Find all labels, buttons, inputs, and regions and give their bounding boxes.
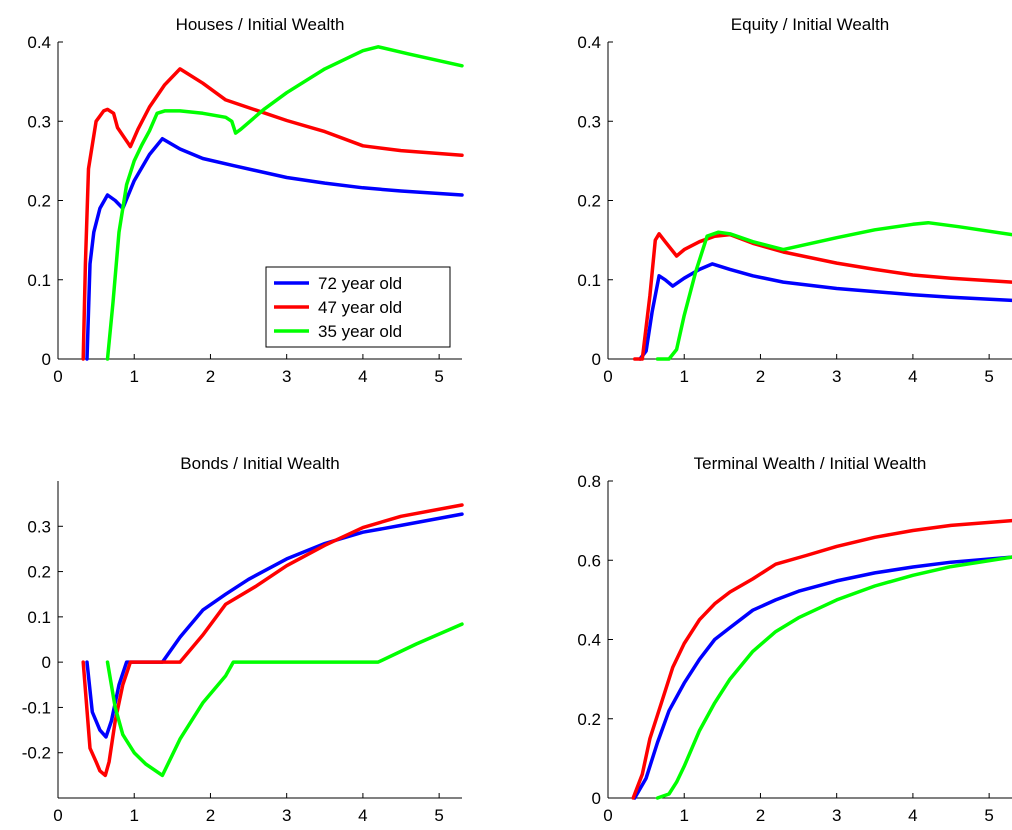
x-tick-label: 3 [282,367,291,386]
x-tick-label: 3 [832,806,841,825]
x-tick-label: 5 [434,806,443,825]
y-tick-label: -0.2 [22,744,51,763]
series-line-35-year-old [655,220,1012,361]
series-line-35-year-old [105,45,464,361]
y-tick-label: 0.3 [577,112,601,131]
series-line-35-year-old [655,555,1012,800]
x-tick-label: 0 [53,367,62,386]
x-tick-label: 5 [434,367,443,386]
x-tick-label: 0 [53,806,62,825]
series-line-47-year-old [631,518,1012,800]
y-tick-label: 0.8 [577,472,601,491]
y-tick-label: 0.2 [577,192,601,211]
x-tick-label: 4 [908,367,917,386]
chart-title: Terminal Wealth / Initial Wealth [694,454,927,473]
x-tick-label: 4 [358,367,367,386]
chart-title: Bonds / Initial Wealth [180,454,339,473]
y-tick-label: 0.4 [577,631,601,650]
x-tick-label: 2 [756,367,765,386]
series-line-35-year-old [105,622,464,778]
y-tick-label: 0.1 [577,271,601,290]
x-tick-label: 2 [206,806,215,825]
y-tick-label: 0 [592,789,601,808]
legend-label: 35 year old [318,322,402,341]
chart-panel-4: Terminal Wealth / Initial Wealth 0 1 2 3 4 5 0 0… [577,454,1012,825]
x-tick-label: 1 [129,367,138,386]
x-tick-label: 4 [908,806,917,825]
series-line-72-year-old [632,555,1012,800]
y-tick-label: 0.2 [27,192,51,211]
legend-label: 47 year old [318,298,402,317]
y-tick-label: 0.6 [577,551,601,570]
y-tick-label: 0 [592,350,601,369]
legend: 72 year old 47 year old 35 year old [265,266,451,348]
x-tick-label: 1 [129,806,138,825]
chart-title: Equity / Initial Wealth [731,15,889,34]
x-tick-label: 1 [679,367,688,386]
y-tick-label: 0.4 [577,33,601,52]
y-tick-label: 0.4 [27,33,51,52]
x-tick-label: 0 [603,806,612,825]
y-tick-label: 0.3 [27,517,51,536]
series-line-72-year-old [85,512,464,739]
x-tick-label: 3 [282,806,291,825]
series-line-47-year-old [81,67,464,361]
y-tick-label: 0.3 [27,112,51,131]
y-tick-label: 0.2 [27,563,51,582]
series-line-72-year-old [85,136,464,361]
series-line-47-year-old [81,503,464,778]
chart-panel-3: Bonds / Initial Wealth 0 1 2 3 4 5 -0.2 -0.1 0 0.1… [22,454,464,825]
y-tick-label: -0.1 [22,698,51,717]
x-tick-label: 3 [832,367,841,386]
x-tick-label: 1 [679,806,688,825]
chart-panel-1: Houses / Initial Wealth 0 1 2 3 4 5 0 0.1 0.2 0.3 0… [27,15,464,386]
y-tick-label: 0 [42,653,51,672]
y-tick-label: 0.2 [577,710,601,729]
x-tick-label: 2 [756,806,765,825]
y-tick-label: 0 [42,350,51,369]
chart-panel-2: Equity / Initial Wealth 0 1 2 3 4 5 0 0.1 0.2 0.3 0… [577,15,1012,386]
x-tick-label: 4 [358,806,367,825]
y-tick-label: 0.1 [27,608,51,627]
series-line-72-year-old [638,262,1012,361]
x-tick-label: 5 [984,806,993,825]
x-tick-label: 2 [206,367,215,386]
chart-title: Houses / Initial Wealth [176,15,345,34]
x-tick-label: 0 [603,367,612,386]
y-tick-label: 0.1 [27,271,51,290]
legend-label: 72 year old [318,274,402,293]
x-tick-label: 5 [984,367,993,386]
